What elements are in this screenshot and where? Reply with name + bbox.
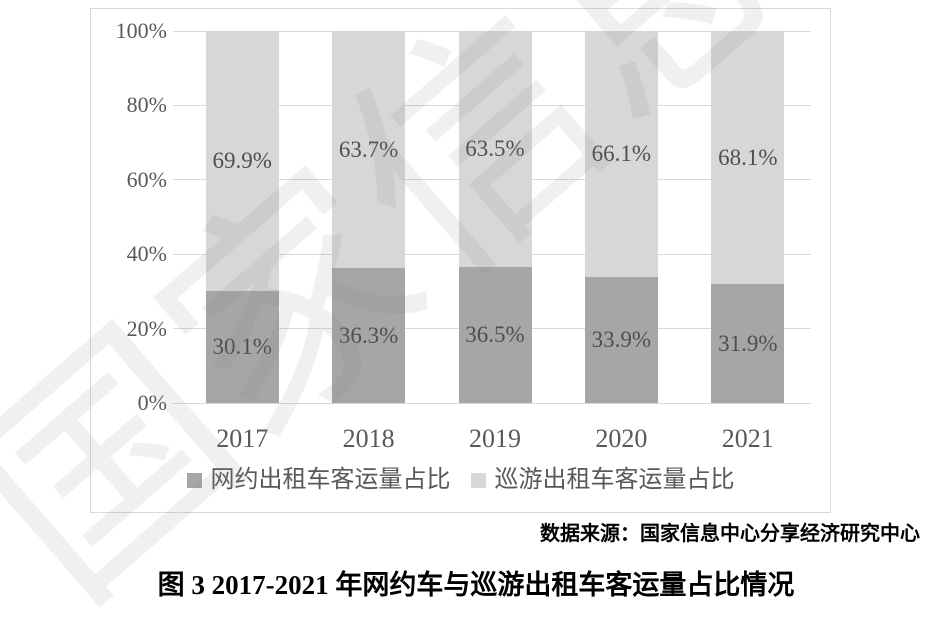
figure-caption: 图 3 2017-2021 年网约车与巡游出租车客运量占比情况 <box>157 570 795 600</box>
legend-item-0: 网约出租车客运量占比 <box>186 467 451 493</box>
legend-swatch-icon <box>186 472 202 488</box>
x-axis-label-2020: 2020 <box>595 424 648 453</box>
gridline-0 <box>173 402 811 404</box>
plot-area: 0% 20% 40% 60% 80% 100% 30.1% 69.9% 36.3% 63.7% 36… <box>116 20 811 414</box>
y-tick-label-40: 40% <box>126 241 167 267</box>
x-axis-label-2018: 2018 <box>342 424 395 453</box>
x-axis-label-2019: 2019 <box>469 424 521 453</box>
bar-value-label-2019-dark: 36.5% <box>465 322 525 347</box>
bar-segment-2020-light <box>584 31 658 277</box>
y-tick-label-80: 80% <box>126 92 167 118</box>
bar-segment-2017-dark <box>205 291 279 403</box>
y-tick-label-100: 100% <box>115 18 167 43</box>
bar-value-label-2018-dark: 36.3% <box>338 322 399 348</box>
bar-segment-2020-dark <box>584 277 658 403</box>
legend-label: 巡游出租车客运量占比 <box>494 467 735 493</box>
bar-segment-2021-dark <box>711 284 785 403</box>
bar-value-label-2017-dark: 30.1% <box>212 334 272 359</box>
bar-value-label-2021-dark: 31.9% <box>718 330 778 356</box>
bar-value-label-2019-light: 63.5% <box>465 136 525 161</box>
bar-segment-2017-light <box>205 31 279 291</box>
x-axis-label-2021: 2021 <box>721 424 774 453</box>
bar-value-label-2020-dark: 33.9% <box>591 327 652 352</box>
bar-value-label-2018-light: 63.7% <box>338 136 399 162</box>
y-tick-label-60: 60% <box>126 166 167 192</box>
y-tick-label-20: 20% <box>126 315 167 341</box>
bar-value-label-2020-light: 66.1% <box>591 141 652 166</box>
legend-item-1: 巡游出租车客运量占比 <box>470 467 735 493</box>
x-axis-label-2017: 2017 <box>216 424 269 453</box>
bar-segment-2021-light <box>711 31 785 284</box>
bar-segment-2019-dark <box>458 267 532 403</box>
chart-container: 0% 20% 40% 60% 80% 100% 30.1% 69.9% 36.3% 63.7% 36… <box>90 8 831 513</box>
source-note: 数据来源：国家信息中心分享经济研究中心 <box>540 523 920 545</box>
bar-segment-2018-dark <box>332 268 406 403</box>
bar-segment-2019-light <box>458 31 532 267</box>
y-tick-label-0: 0% <box>137 390 167 415</box>
bar-segment-2018-light <box>332 31 406 268</box>
bar-value-label-2021-light: 68.1% <box>718 144 778 170</box>
chart-legend: 网约出租车客运量占比 巡游出租车客运量占比 <box>91 467 830 493</box>
bar-value-label-2017-light: 69.9% <box>212 148 272 173</box>
legend-swatch-icon <box>470 472 486 488</box>
legend-label: 网约出租车客运量占比 <box>210 467 451 493</box>
